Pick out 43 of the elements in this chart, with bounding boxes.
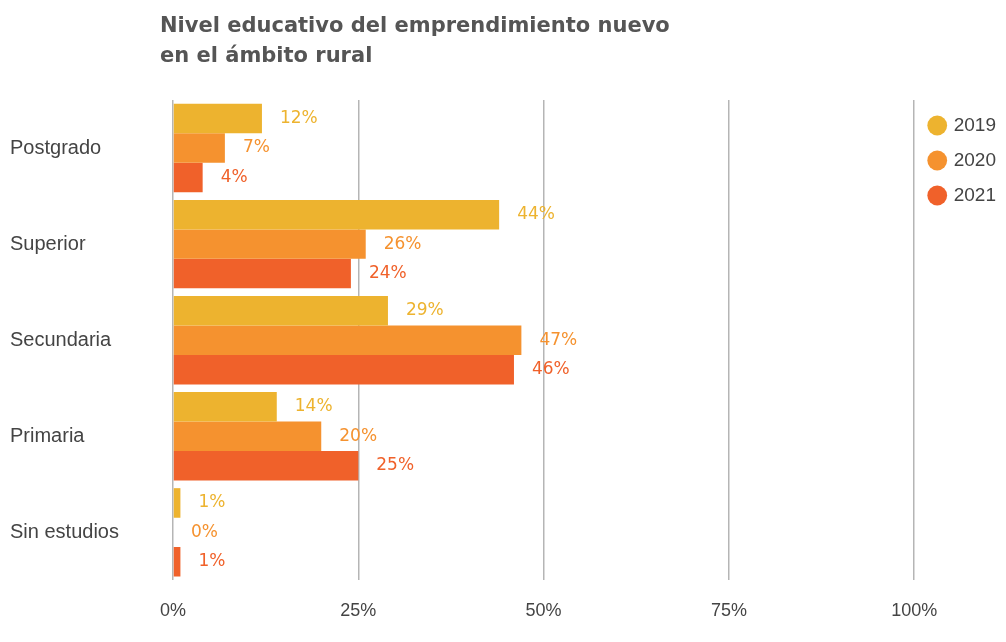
- y-tick-label: Primaria: [10, 423, 86, 446]
- data-label: 44%: [517, 203, 555, 224]
- x-tick-label: 0%: [159, 600, 187, 621]
- x-tick-label: 100%: [891, 600, 938, 621]
- chart-title: Nivel educativo del emprendimiento nuevo en el ámbito rural: [160, 12, 671, 69]
- y-tick-label: Secundaria: [10, 327, 113, 350]
- data-label: 47%: [539, 328, 578, 349]
- bar: [173, 488, 181, 518]
- x-tick-label: 75%: [710, 600, 747, 621]
- data-label: 12%: [279, 107, 318, 127]
- x-tick-label: 25%: [340, 600, 377, 621]
- x-tick-label: 50%: [525, 600, 562, 621]
- bar: [173, 392, 277, 422]
- bar: [173, 296, 388, 326]
- bar: [173, 229, 366, 259]
- bar: [173, 421, 322, 452]
- data-label: 7%: [242, 136, 270, 157]
- bar: [173, 354, 514, 385]
- data-label: 25%: [376, 454, 415, 475]
- data-label: 20%: [339, 424, 378, 445]
- bar: [173, 199, 500, 230]
- legend-label: 2021: [953, 183, 997, 205]
- data-label: 1%: [198, 491, 226, 512]
- bar: [173, 133, 225, 163]
- data-label: 26%: [383, 232, 422, 253]
- data-label: 0%: [191, 520, 218, 541]
- data-label: 46%: [531, 358, 570, 379]
- data-label: 4%: [220, 165, 248, 186]
- y-tick-label: Sin estudios: [10, 519, 119, 542]
- data-label: 14%: [294, 395, 333, 416]
- bar: [173, 325, 522, 355]
- data-label: 24%: [368, 262, 407, 283]
- bar: [173, 103, 262, 134]
- y-tick-label: Superior: [10, 231, 86, 254]
- bar: [173, 451, 359, 481]
- data-label: 1%: [198, 550, 226, 571]
- legend-label: 2020: [953, 148, 997, 170]
- bar: [173, 547, 181, 577]
- bar: [173, 258, 351, 289]
- y-tick-label: Postgrado: [10, 135, 102, 158]
- data-label: 29%: [405, 299, 444, 320]
- bar: [173, 162, 203, 193]
- legend-label: 2019: [953, 113, 997, 135]
